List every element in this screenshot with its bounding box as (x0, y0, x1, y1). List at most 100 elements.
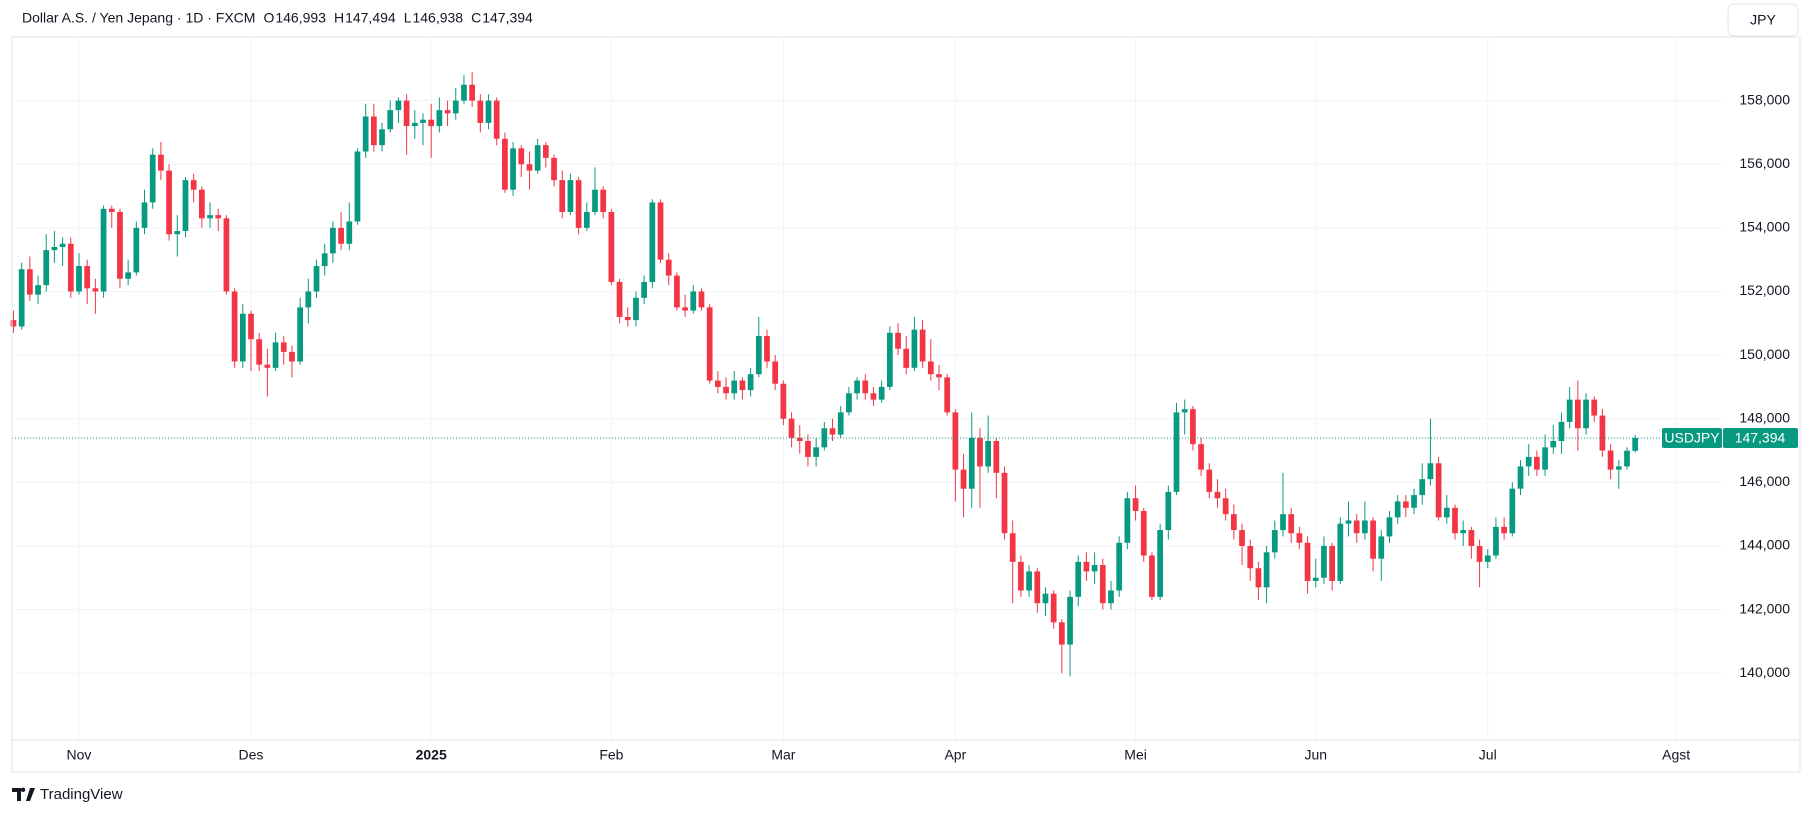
candle-body (903, 348, 910, 368)
candle-body (1149, 555, 1155, 597)
chart-frame (11, 36, 1801, 773)
candle-body (1050, 593, 1057, 623)
candle-body (502, 138, 508, 190)
x-tick-label: Feb (599, 747, 623, 763)
candle-body (919, 329, 926, 362)
candle-body (1280, 514, 1286, 531)
candle-body (1484, 555, 1491, 562)
y-tick-label: 146,000 (1739, 473, 1790, 489)
candle-body (10, 320, 17, 327)
candle-body (911, 329, 918, 368)
ohlc-key: O (263, 10, 274, 26)
currency-button[interactable]: JPY (1727, 3, 1799, 37)
x-tick-label: Mei (1124, 747, 1147, 763)
candle-body (690, 291, 697, 311)
candle-body (1312, 577, 1319, 581)
x-tick-label: Agst (1662, 747, 1690, 763)
candle-body (1493, 526, 1499, 556)
candle-body (92, 288, 99, 292)
candle-body (1157, 530, 1164, 597)
candle-body (297, 307, 304, 362)
candle-body (1394, 501, 1401, 518)
candle-body (968, 437, 975, 489)
candle-body (1591, 399, 1598, 416)
candle-body (854, 380, 860, 394)
candle-body (1271, 530, 1278, 553)
candle-body (665, 259, 672, 276)
candle-body (1009, 533, 1016, 562)
candle-body (1550, 440, 1557, 448)
candle-body (158, 154, 164, 171)
candle-body (1378, 536, 1385, 559)
candle-body (1427, 463, 1434, 480)
ohlc-value: 146,938 (412, 10, 463, 26)
candle-body (510, 148, 516, 190)
candle-body (379, 129, 385, 146)
candle-body (747, 374, 754, 391)
candle-body (51, 246, 58, 251)
candle-body (346, 221, 353, 244)
candle-body (567, 180, 574, 212)
candle-body (633, 297, 639, 321)
currency-button-frame[interactable] (1727, 3, 1799, 37)
candle-body (182, 180, 189, 232)
ohlc-key: L (404, 10, 412, 26)
ohlc-key: C (471, 10, 481, 26)
x-tick-label: 2025 (416, 747, 447, 763)
candle-body (1345, 520, 1352, 524)
candle-body (1460, 530, 1467, 534)
brand-logo[interactable] (12, 787, 35, 801)
candle-body (592, 189, 598, 212)
candle-body (370, 116, 377, 146)
candle-body (1362, 520, 1368, 534)
candle-body (411, 122, 418, 127)
candle-body (1132, 498, 1139, 511)
candle-body (1026, 571, 1032, 591)
price-tag (1723, 427, 1798, 448)
candle-body (624, 316, 631, 321)
candle-body (960, 469, 967, 489)
candle-body (1534, 456, 1540, 470)
candle-body (583, 211, 590, 228)
candle-body (1288, 514, 1295, 534)
candle-body (1296, 533, 1303, 543)
candle-body (985, 440, 992, 467)
candle-body (84, 266, 91, 289)
candle-body (878, 386, 885, 400)
candle-body (198, 189, 205, 219)
candle-body (575, 180, 582, 228)
candle-body (1206, 469, 1213, 492)
candle-body (649, 202, 656, 282)
candle-body (1247, 545, 1254, 569)
candle-body (321, 253, 328, 267)
candle-body (256, 339, 263, 365)
candle-body (542, 145, 549, 158)
candle-body (1476, 545, 1483, 562)
y-tick-label: 154,000 (1739, 219, 1790, 235)
candle-body (1255, 568, 1262, 588)
candle-body (862, 380, 869, 394)
candle-body (280, 342, 287, 352)
candle-body (215, 215, 222, 219)
brand[interactable]: TradingView (12, 786, 123, 803)
currency-button-label[interactable]: JPY (1750, 12, 1776, 28)
candle-body (231, 291, 238, 362)
y-tick-label: 152,000 (1739, 282, 1790, 298)
candle-body (1558, 421, 1565, 441)
candle-body (846, 393, 852, 413)
candle-body (272, 342, 279, 368)
candle-body (723, 386, 729, 394)
candle-body (813, 447, 820, 457)
candle-body (76, 266, 82, 292)
candle-body (1042, 593, 1049, 604)
candle-body (886, 332, 893, 387)
y-tick-label: 158,000 (1739, 91, 1790, 107)
candle-body (1001, 472, 1008, 534)
symbol-tag (1662, 427, 1722, 448)
candle-body (59, 243, 66, 247)
candle-body (248, 313, 254, 340)
y-tick-label: 142,000 (1739, 600, 1790, 616)
candle-body (698, 291, 705, 308)
brand-name[interactable]: TradingView (40, 786, 123, 803)
